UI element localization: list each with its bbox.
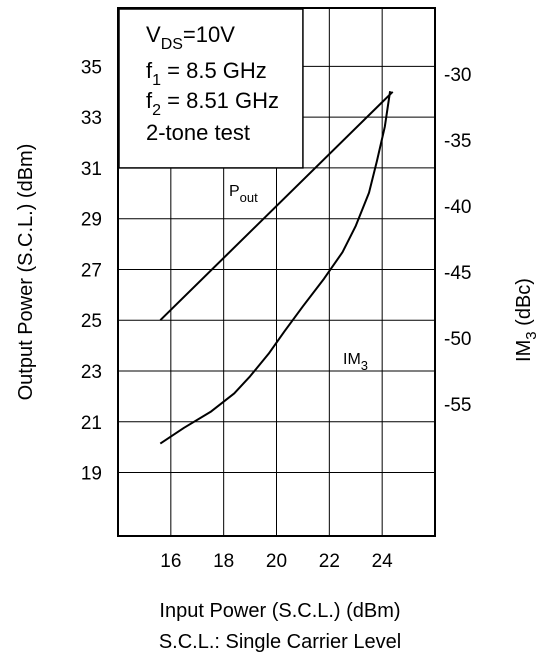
- series-line-pout: [159, 91, 394, 321]
- y-left-tick-label: 21: [81, 413, 102, 434]
- y-right-tick-label: -45: [444, 263, 471, 284]
- x-tick-label: 20: [266, 551, 287, 572]
- y-left-tick-label: 31: [81, 159, 102, 180]
- y-right-tick-label: -30: [444, 65, 471, 86]
- x-axis-label: Input Power (S.C.L.) (dBm): [159, 600, 400, 622]
- plot-frame: [117, 7, 436, 537]
- y-left-tick-label: 25: [81, 311, 102, 332]
- x-tick-label: 24: [372, 551, 394, 572]
- series-layer: [159, 91, 394, 445]
- y-axis-right-label: IM3 (dBc): [513, 278, 540, 362]
- y-right-tick-label: -55: [444, 395, 471, 416]
- annotation-vds: VDS=10V: [146, 22, 235, 53]
- y-right-tick-label: -40: [444, 197, 471, 218]
- x-tick-label: 22: [319, 551, 340, 572]
- y-left-tick-label: 23: [81, 362, 102, 383]
- annotation-box: VDS=10V f1 = 8.5 GHz f2 = 8.51 GHz 2-ton…: [118, 8, 304, 169]
- annotation-f2: f2 = 8.51 GHz: [146, 88, 279, 119]
- annotation-two-tone: 2-tone test: [146, 120, 250, 145]
- y-right-tick-label: -50: [444, 329, 471, 350]
- y-left-tick-label: 27: [81, 260, 102, 281]
- y-left-tick-label: 19: [81, 464, 102, 485]
- y-left-tick-label: 33: [81, 108, 102, 129]
- x-tick-label: 16: [160, 551, 181, 572]
- y-right-tick-label: -35: [444, 131, 471, 152]
- y-left-tick-label: 35: [81, 57, 102, 78]
- series-line-im3: [159, 91, 392, 445]
- tick-labels: 16 18 20 22 24 19 21 23 25 27 29 31 33 35 -30 -35 -40 -45…: [81, 57, 472, 572]
- series-label-im3: IM3: [343, 351, 368, 373]
- series-label-pout: Pout: [229, 183, 258, 205]
- footnote: S.C.L.: Single Carrier Level: [159, 631, 401, 653]
- x-tick-label: 18: [213, 551, 234, 572]
- annotation-f1: f1 = 8.5 GHz: [146, 58, 267, 89]
- y-left-tick-label: 29: [81, 210, 102, 231]
- y-axis-left-label: Output Power (S.C.L.) (dBm): [15, 144, 37, 401]
